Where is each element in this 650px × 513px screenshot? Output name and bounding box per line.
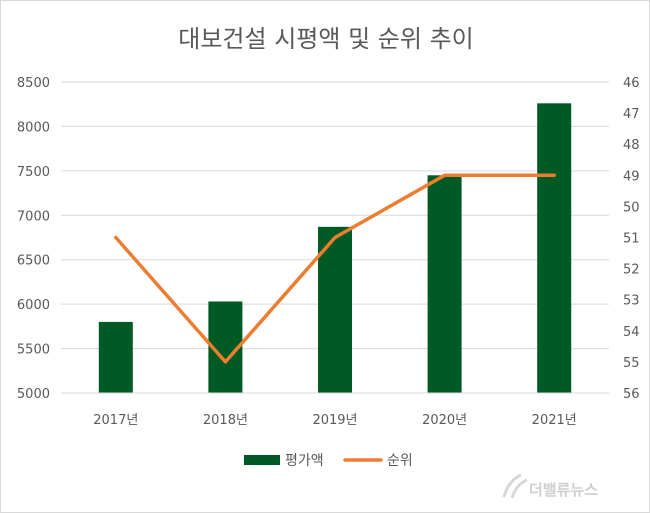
- right-tick-label: 47: [623, 107, 640, 122]
- right-tick-label: 50: [623, 200, 640, 215]
- x-axis: 2017년 2018년 2019년 2020년 2021년: [61, 392, 609, 428]
- bar: [537, 103, 572, 393]
- right-tick-label: 52: [623, 263, 640, 278]
- right-tick-label: 48: [623, 138, 640, 153]
- left-tick-label: 8500: [17, 76, 50, 91]
- x-tick-label: 2020년: [422, 413, 467, 428]
- right-tick-label: 53: [623, 294, 640, 309]
- x-tick-label: 2021년: [532, 413, 577, 428]
- left-tick-label: 7000: [17, 209, 50, 224]
- right-tick-label: 46: [623, 76, 640, 91]
- left-tick-label: 6500: [17, 254, 50, 269]
- right-tick-label: 49: [623, 169, 640, 184]
- left-tick-label: 5500: [17, 343, 50, 358]
- x-tick-label: 2017년: [93, 413, 138, 428]
- x-tick-label: 2019년: [312, 413, 357, 428]
- legend-swatch-bar: [244, 455, 280, 465]
- line-series: [114, 173, 556, 364]
- right-tick-label: 55: [623, 356, 640, 371]
- legend-label-bar: 평가액: [285, 453, 324, 469]
- legend: 평가액 순위: [244, 453, 413, 469]
- left-axis: 5000 5500 6000 6500 7000 7500 8000 8500: [17, 76, 50, 402]
- legend-label-line: 순위: [387, 453, 413, 469]
- left-tick-label: 8000: [17, 120, 50, 135]
- bar-series: [98, 103, 572, 393]
- watermark: 더밸류뉴스: [502, 473, 598, 499]
- bar: [427, 175, 462, 393]
- watermark-text: 더밸류뉴스: [529, 481, 598, 499]
- right-tick-label: 54: [623, 325, 640, 340]
- watermark-logo-icon: [502, 473, 528, 499]
- x-tick-label: 2018년: [203, 413, 248, 428]
- chart-title: 대보건설 시평액 및 순위 추이: [178, 25, 473, 53]
- left-tick-label: 5000: [17, 387, 50, 402]
- bar: [318, 226, 352, 393]
- right-tick-label: 51: [623, 232, 640, 247]
- right-axis: 46 47 48 49 50 51 52 53 54 55 56: [623, 76, 640, 402]
- right-tick-label: 56: [623, 387, 640, 402]
- bar: [98, 321, 133, 393]
- left-tick-label: 6000: [17, 298, 50, 313]
- left-tick-label: 7500: [17, 165, 50, 180]
